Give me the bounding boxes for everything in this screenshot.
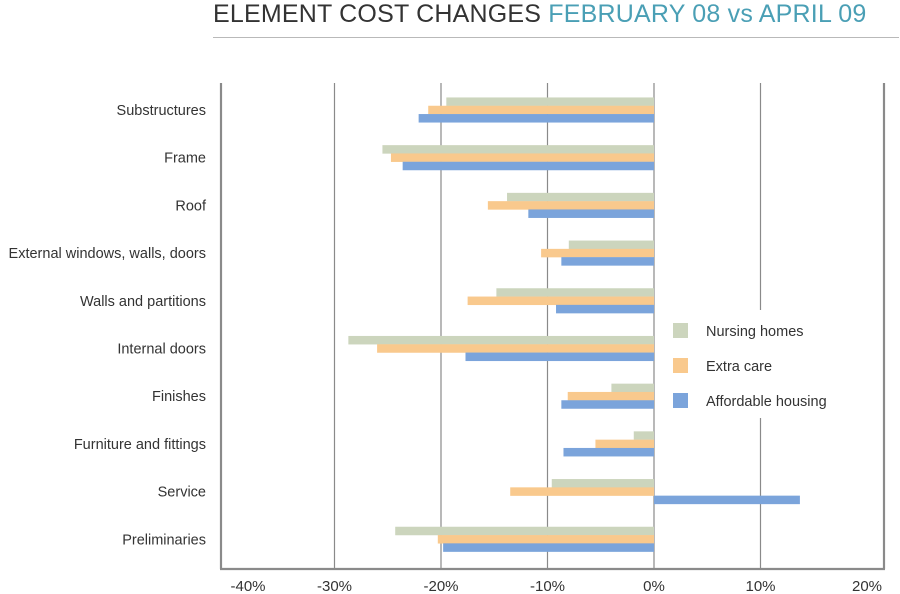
category-label: Substructures — [117, 103, 206, 119]
bar — [556, 304, 654, 314]
bar — [443, 543, 654, 552]
bar — [563, 447, 654, 457]
bar — [348, 335, 654, 345]
bar — [465, 352, 654, 362]
bar — [510, 487, 654, 496]
bar — [595, 439, 654, 449]
legend-swatch — [673, 393, 688, 408]
bar — [507, 192, 654, 202]
x-tick-label: -40% — [230, 578, 265, 594]
chart-title-main: ELEMENT COST CHANGES — [213, 0, 549, 28]
category-label: Roof — [175, 198, 207, 214]
x-tick-label: 10% — [745, 578, 775, 594]
bar — [551, 479, 654, 488]
category-label: Preliminaries — [122, 532, 206, 548]
bar — [418, 114, 654, 123]
bar — [467, 296, 654, 306]
x-tick-label: -20% — [423, 578, 458, 594]
title-divider — [213, 37, 899, 38]
legend-label: Affordable housing — [706, 394, 827, 410]
bar — [496, 288, 654, 297]
category-label: Internal doors — [117, 342, 206, 358]
legend-label: Nursing homes — [706, 324, 804, 340]
category-label: Service — [158, 485, 206, 501]
bar — [428, 105, 654, 115]
bar — [633, 431, 654, 440]
bar — [561, 400, 654, 409]
legend-background — [664, 310, 840, 418]
category-label: Frame — [164, 151, 206, 167]
category-label: Finishes — [152, 389, 206, 405]
x-tick-label: -30% — [317, 578, 352, 594]
bar — [437, 535, 654, 544]
legend-swatch — [673, 358, 688, 373]
bar — [567, 391, 654, 401]
bar — [402, 161, 654, 171]
bar — [541, 248, 654, 258]
bar — [654, 495, 800, 505]
bar — [528, 209, 654, 218]
bar — [611, 383, 654, 393]
category-label: External windows, walls, doors — [9, 246, 206, 262]
bar — [487, 201, 654, 210]
category-label: Walls and partitions — [80, 294, 206, 310]
x-tick-label: 0% — [643, 578, 665, 594]
legend-label: Extra care — [706, 359, 772, 375]
bar — [446, 97, 654, 106]
bar — [395, 526, 654, 536]
x-tick-label: 20% — [852, 578, 882, 594]
bar — [382, 145, 654, 154]
chart-title-accent: FEBRUARY 08 vs APRIL 09 — [548, 0, 867, 28]
bar — [568, 240, 654, 250]
legend-swatch — [673, 323, 688, 338]
category-label: Furniture and fittings — [74, 437, 206, 453]
bar — [561, 257, 654, 266]
bar — [377, 344, 654, 353]
x-tick-label: -10% — [530, 578, 565, 594]
chart-title: ELEMENT COST CHANGES FEBRUARY 08 vs APRI… — [213, 0, 866, 29]
bar — [390, 153, 654, 162]
